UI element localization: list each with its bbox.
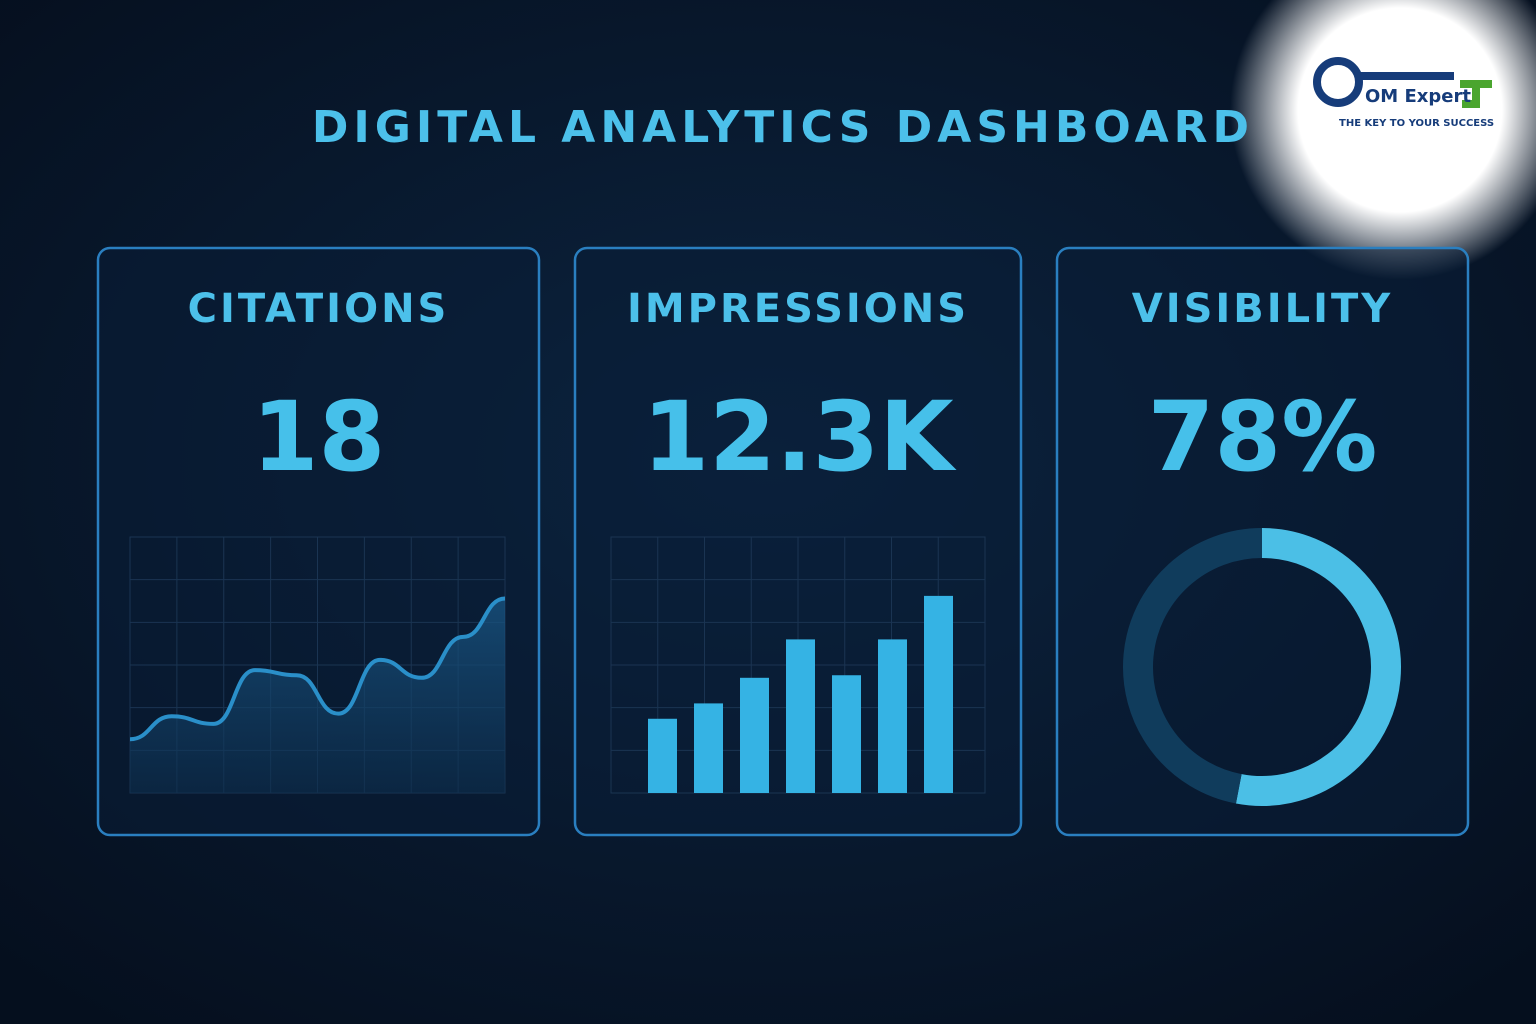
card-label: CITATIONS bbox=[188, 286, 450, 332]
dashboard-title: DIGITAL ANALYTICS DASHBOARD bbox=[312, 102, 1254, 153]
logo-key-ring bbox=[1313, 57, 1363, 107]
logo-key-bar bbox=[1358, 72, 1454, 80]
donut-segment bbox=[1235, 528, 1401, 806]
bar bbox=[786, 639, 815, 793]
bar bbox=[694, 703, 723, 793]
bar bbox=[878, 639, 907, 793]
bar bbox=[648, 718, 677, 793]
logo-name: OM Expert bbox=[1365, 86, 1471, 107]
bar bbox=[832, 675, 861, 793]
card-value: 18 bbox=[252, 381, 386, 493]
cards: CITATIONS 18 IMPRESSIONS 12.3K VISIBILITY 78% bbox=[96, 246, 1470, 837]
card-value: 12.3K bbox=[642, 381, 957, 493]
bar bbox=[924, 595, 953, 793]
logo-tagline: THE KEY TO YOUR SUCCESS bbox=[1339, 118, 1494, 129]
logo-key-bit bbox=[1460, 80, 1492, 108]
bar bbox=[740, 677, 769, 793]
card-label: IMPRESSIONS bbox=[627, 286, 969, 332]
line bbox=[129, 596, 506, 742]
donut-segment bbox=[1123, 528, 1263, 804]
card-label: VISIBILITY bbox=[1132, 286, 1394, 332]
logo: OM Expert THE KEY TO YOUR SUCCESS bbox=[1313, 57, 1494, 129]
card-value: 78% bbox=[1148, 381, 1378, 493]
logo-glow bbox=[1230, 0, 1536, 280]
